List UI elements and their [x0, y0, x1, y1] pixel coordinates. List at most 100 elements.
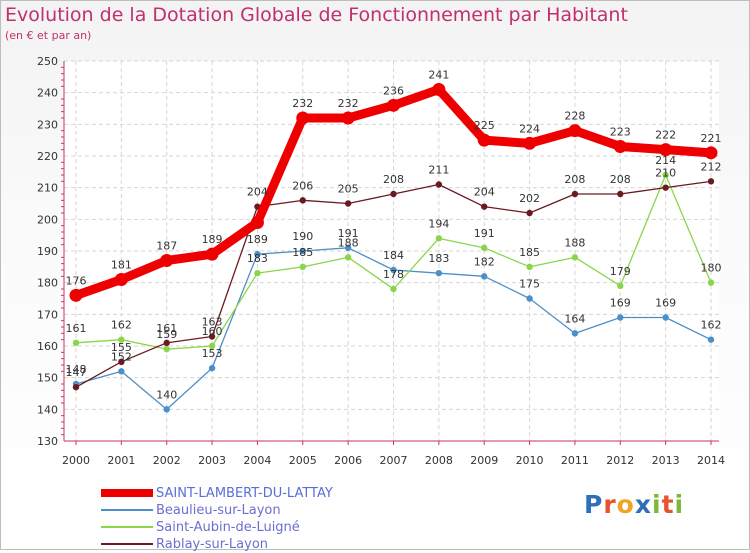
- y-tick-label: 190: [37, 245, 58, 258]
- x-tick-label: 2005: [289, 454, 317, 467]
- x-tick-label: 2001: [107, 454, 135, 467]
- y-tick-label: 240: [37, 87, 58, 100]
- series-point: [299, 263, 306, 271]
- data-label: 188: [564, 236, 585, 249]
- series-point: [662, 184, 669, 191]
- chart-title: Evolution de la Dotation Globale de Fonc…: [5, 4, 628, 26]
- x-tick-label: 2009: [470, 454, 498, 467]
- series-point: [250, 216, 264, 229]
- data-label: 178: [383, 268, 404, 281]
- data-label: 204: [474, 186, 495, 199]
- x-tick-label: 2011: [561, 454, 589, 467]
- series-point: [205, 247, 219, 261]
- y-tick-label: 210: [37, 182, 58, 195]
- data-label: 221: [701, 132, 722, 145]
- plot-area: [64, 61, 719, 441]
- data-label: 140: [156, 388, 177, 401]
- data-label: 232: [292, 97, 313, 110]
- data-label: 190: [292, 230, 313, 243]
- legend-swatch: [101, 489, 153, 497]
- series-point: [341, 111, 355, 125]
- data-label: 188: [338, 236, 359, 249]
- data-label: 147: [66, 366, 87, 379]
- series-point: [72, 339, 80, 347]
- data-label: 185: [519, 246, 540, 259]
- data-label: 153: [202, 347, 223, 360]
- series-point: [432, 83, 446, 96]
- series-point: [390, 190, 397, 198]
- data-label: 179: [610, 265, 631, 278]
- data-label: 205: [338, 183, 359, 196]
- data-label: 223: [610, 126, 631, 139]
- series-point: [344, 200, 352, 207]
- data-label: 189: [247, 233, 268, 246]
- series-point: [571, 190, 579, 198]
- y-tick-label: 150: [37, 372, 58, 385]
- y-tick-label: 220: [37, 150, 58, 163]
- data-label: 164: [564, 312, 585, 325]
- series-point: [208, 342, 216, 350]
- series-point: [114, 273, 128, 286]
- data-label: 208: [610, 173, 631, 186]
- data-label: 214: [655, 154, 676, 167]
- data-label: 191: [474, 227, 495, 240]
- series-point: [707, 279, 715, 286]
- data-label: 183: [428, 252, 449, 265]
- legend-label: Beaulieu-sur-Layon: [156, 503, 281, 518]
- data-label: 225: [474, 119, 495, 132]
- series-point: [571, 254, 579, 261]
- data-label: 211: [428, 164, 449, 177]
- data-label: 152: [111, 350, 132, 363]
- series-point: [118, 336, 125, 343]
- chart-subtitle: (en € et par an): [5, 29, 92, 42]
- proxiti-logo: Proxiti: [584, 490, 685, 519]
- series-point: [118, 358, 125, 366]
- series-point: [662, 171, 669, 179]
- series-point: [435, 235, 443, 242]
- legend-label: SAINT-LAMBERT-DU-LATTAY: [156, 486, 333, 501]
- data-label: 169: [655, 297, 676, 310]
- data-label: 180: [701, 262, 722, 275]
- data-label: 232: [338, 97, 359, 110]
- data-label: 202: [519, 192, 540, 205]
- legend-swatch: [101, 509, 153, 511]
- data-label: 189: [202, 233, 223, 246]
- data-label: 160: [202, 325, 223, 338]
- x-tick-label: 2002: [153, 454, 181, 467]
- series-point: [481, 244, 488, 252]
- x-tick-label: 2008: [425, 454, 453, 467]
- series-point: [613, 140, 627, 153]
- series-point: [662, 314, 669, 321]
- data-label: 194: [428, 217, 449, 230]
- data-label: 212: [701, 160, 722, 173]
- series-point: [299, 197, 306, 204]
- data-label: 185: [292, 246, 313, 259]
- series-point: [299, 247, 306, 255]
- series-point: [617, 314, 624, 321]
- data-label: 210: [655, 167, 676, 180]
- data-label: 169: [610, 297, 631, 310]
- y-tick-label: 140: [37, 403, 58, 416]
- legend-swatch: [101, 543, 153, 545]
- series-point: [254, 269, 261, 277]
- data-label: 191: [338, 227, 359, 240]
- series-point: [568, 124, 582, 138]
- series-point: [208, 333, 216, 340]
- series-point: [163, 406, 170, 413]
- y-tick-label: 160: [37, 340, 58, 353]
- series-point: [659, 143, 673, 157]
- data-label: 161: [156, 322, 177, 335]
- series-point: [707, 336, 715, 343]
- series-point: [526, 295, 533, 302]
- legend-swatch: [101, 526, 153, 528]
- series-point: [163, 339, 170, 347]
- data-label: 181: [111, 259, 132, 272]
- series-point: [617, 190, 624, 198]
- series-point: [163, 345, 170, 353]
- series-point: [571, 330, 579, 337]
- data-label: 161: [66, 322, 87, 335]
- legend-label: Rablay-sur-Layon: [156, 537, 269, 552]
- y-tick-label: 230: [37, 118, 58, 131]
- series-point: [435, 181, 443, 188]
